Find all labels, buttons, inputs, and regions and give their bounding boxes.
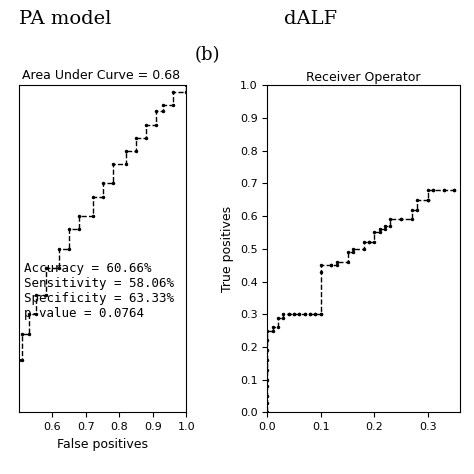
Text: PA model: PA model (19, 10, 111, 28)
X-axis label: False positives: False positives (57, 438, 148, 451)
Text: dALF: dALF (284, 10, 337, 28)
Title: Receiver Operator: Receiver Operator (306, 71, 421, 84)
Y-axis label: True positives: True positives (221, 206, 234, 292)
Text: (b): (b) (194, 46, 219, 64)
Text: Area Under Curve = 0.68: Area Under Curve = 0.68 (22, 69, 181, 82)
Text: Accuracy = 60.66%
Sensitivity = 58.06%
Specificity = 63.33%
p-value = 0.0764: Accuracy = 60.66% Sensitivity = 58.06% S… (24, 262, 174, 320)
